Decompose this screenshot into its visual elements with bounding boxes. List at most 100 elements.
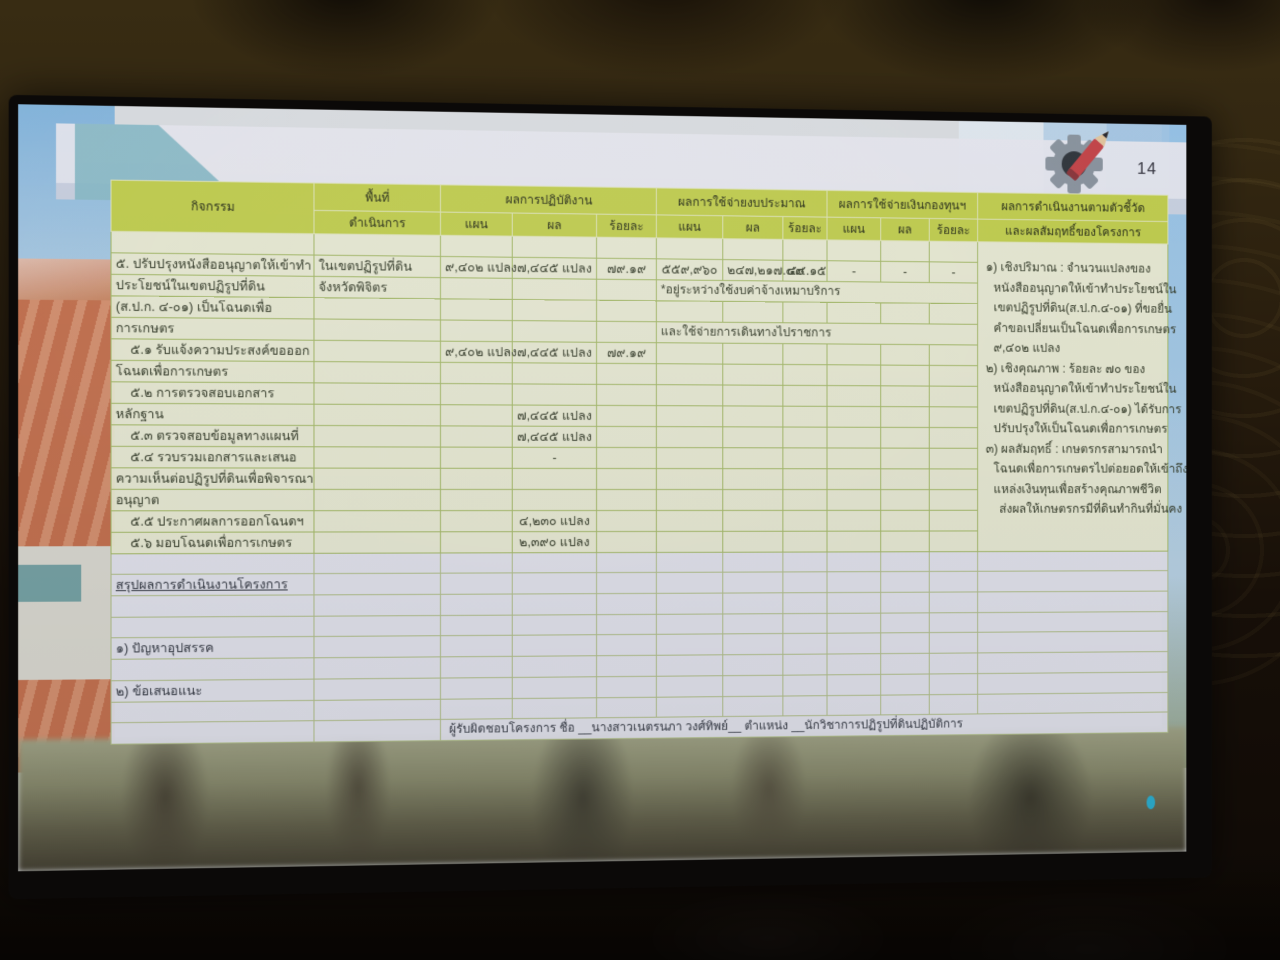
table-cell-empty <box>111 699 314 723</box>
kpi-line: คำขอเปลี่ยนเป็นโฉนดเพื่อการเกษตร <box>993 320 1177 336</box>
table-cell-empty <box>929 652 978 674</box>
table-cell: ๗,๔๔๕ แปลง <box>512 404 597 426</box>
table-cell-empty <box>977 671 1168 694</box>
table-cell-empty <box>722 489 783 510</box>
table-cell-empty <box>440 614 513 636</box>
table-cell: ๕.๓ ตรวจสอบข้อมูลทางแผนที่ <box>111 424 314 447</box>
table-cell-empty <box>722 363 783 385</box>
table-cell-empty <box>440 467 513 489</box>
table-cell: ๗,๔๔๕ แปลง <box>512 341 597 363</box>
table-cell-empty <box>929 447 978 469</box>
photo-roof <box>18 258 115 301</box>
table-cell-empty <box>512 634 597 657</box>
table-cell: ๔,๒๓๐ แปลง <box>512 510 597 532</box>
table-cell-empty <box>782 571 828 593</box>
tv-screen: 14 กิจกรรม พื้นที่ ผลการปฏิบัติงาน ผลการ… <box>18 104 1187 872</box>
table-cell-empty <box>313 339 441 362</box>
table-cell-empty <box>596 299 657 322</box>
table-cell-empty <box>929 530 978 552</box>
table-cell-empty <box>929 693 978 715</box>
table-cell-empty <box>977 691 1168 714</box>
table-cell-empty <box>722 405 783 427</box>
page-number: 14 <box>1137 159 1157 179</box>
table-cell-empty <box>722 674 783 697</box>
table-cell-empty <box>929 426 978 448</box>
table-cell-empty <box>880 364 930 386</box>
table-cell-empty <box>596 593 657 615</box>
table-cell-empty <box>722 426 783 448</box>
column-header-result: ผล <box>512 212 597 238</box>
table-cell-empty <box>782 592 828 614</box>
table-cell-empty <box>512 236 597 258</box>
table-cell-empty <box>722 509 783 531</box>
table-cell-empty <box>880 426 930 448</box>
table-cell-empty <box>722 695 783 717</box>
table-cell-empty <box>782 551 828 572</box>
table-cell-empty <box>313 656 441 679</box>
table-cell-empty <box>313 635 441 658</box>
table-cell-empty <box>512 697 597 719</box>
table-cell-empty <box>782 426 828 448</box>
table-cell-empty <box>596 237 657 259</box>
table-cell-empty <box>656 468 723 490</box>
table-cell-empty <box>977 651 1168 674</box>
table-cell-empty <box>656 696 723 718</box>
table-cell-empty <box>111 552 314 575</box>
column-header-plan: แผน <box>440 212 513 237</box>
table-cell-empty <box>880 673 930 695</box>
table-cell-empty <box>722 571 783 594</box>
table-cell-empty <box>313 552 441 574</box>
table-cell-empty <box>827 489 881 510</box>
table-cell: การเกษตร <box>111 316 314 340</box>
table-cell-empty <box>722 613 783 634</box>
table-cell-empty <box>656 654 723 676</box>
table-cell-empty <box>313 531 441 553</box>
table-cell-empty <box>782 301 828 323</box>
column-header-kpi-2: และผลสัมฤทธิ์ของโครงการ <box>977 219 1168 244</box>
table-cell-empty <box>827 447 881 469</box>
table-cell-empty <box>977 570 1168 592</box>
table-cell-empty <box>440 594 513 616</box>
photo-window <box>18 564 82 602</box>
table-cell: ๕.๖ มอบโฉนดเพื่อการเกษตร <box>111 531 314 554</box>
table-cell-empty <box>722 384 783 406</box>
table-cell-empty <box>722 300 783 323</box>
table-cell: ๗,๔๔๕ แปลง <box>512 256 597 279</box>
table-cell-empty <box>512 572 597 595</box>
table-cell-empty <box>656 237 723 260</box>
table-cell-empty <box>596 404 657 427</box>
table-cell: *อยู่ระหว่างใช้งบค่าจ้างเหมาบริการ <box>656 279 978 304</box>
table-cell-empty <box>440 676 513 699</box>
table-cell-empty <box>596 467 657 490</box>
table-cell-empty <box>440 319 513 342</box>
table-cell-empty <box>656 342 723 364</box>
table-cell-empty <box>880 406 930 427</box>
table-cell-empty <box>512 676 597 699</box>
table-cell: ๙,๔๐๒ แปลง <box>440 340 517 363</box>
table-cell-empty <box>313 297 441 320</box>
table-cell-empty <box>313 594 441 616</box>
table-cell: ๕. ปรับปรุงหนังสืออนุญาตให้เข้าทำ <box>111 252 314 276</box>
table-cell: ประโยชน์ในเขตปฏิรูปที่ดิน <box>111 273 314 298</box>
table-cell-empty <box>440 425 513 447</box>
table-cell: - <box>880 260 930 283</box>
table-cell-empty <box>596 634 657 656</box>
table-cell-empty <box>313 677 441 700</box>
table-cell-empty <box>782 674 828 696</box>
table-cell-empty <box>596 320 657 343</box>
kpi-line: หนังสืออนุญาตให้เข้าทำประโยชน์ใน <box>993 280 1177 296</box>
table-cell-empty <box>929 241 978 262</box>
table-cell: ๒๔๗,๒๑๗.๔๙ <box>722 259 804 281</box>
table-cell-empty <box>656 551 723 573</box>
table-cell-empty <box>313 382 441 405</box>
kpi-line: ๓) ผลสัมฤทธิ์ : เกษตรกรสามารถนำ <box>985 441 1163 456</box>
table-cell-empty <box>656 530 723 552</box>
table-cell: ๗,๔๔๕ แปลง <box>512 425 597 447</box>
table-cell-empty <box>656 633 723 656</box>
table-cell-empty <box>827 551 881 572</box>
table-cell-empty <box>880 343 930 365</box>
table-cell-empty <box>722 633 783 655</box>
table-cell: ๒) ข้อเสนอแนะ <box>111 678 314 702</box>
tv-frame: 14 กิจกรรม พื้นที่ ผลการปฏิบัติงาน ผลการ… <box>8 94 1212 900</box>
table-cell-empty <box>929 571 978 593</box>
